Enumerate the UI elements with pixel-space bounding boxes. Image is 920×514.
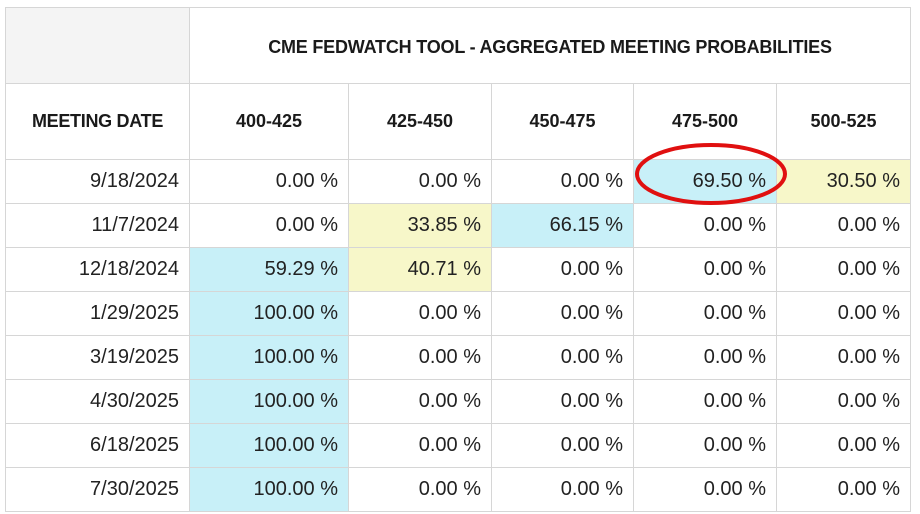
meeting-date-cell: 4/30/2025: [5, 379, 190, 424]
meeting-date-cell: 12/18/2024: [5, 247, 190, 292]
probability-cell: 0.00 %: [491, 335, 634, 380]
probability-table-container: CME FEDWATCH TOOL - AGGREGATED MEETING P…: [5, 7, 911, 512]
meeting-date-header: MEETING DATE: [5, 83, 190, 160]
probability-cell: 40.71 %: [348, 247, 492, 292]
table-row: 7/30/2025 100.00 % 0.00 % 0.00 % 0.00 % 0.00 …: [5, 467, 911, 512]
table-row: 3/19/2025 100.00 % 0.00 % 0.00 % 0.00 % 0.00 …: [5, 335, 911, 380]
probability-cell: 59.29 %: [189, 247, 349, 292]
probability-cell: 0.00 %: [348, 335, 492, 380]
probability-cell: 100.00 %: [189, 379, 349, 424]
corner-cell: [5, 7, 190, 84]
probability-cell: 0.00 %: [776, 379, 911, 424]
probability-cell: 0.00 %: [633, 379, 777, 424]
probability-cell: 0.00 %: [348, 379, 492, 424]
meeting-date-cell: 3/19/2025: [5, 335, 190, 380]
probability-cell: 100.00 %: [189, 467, 349, 512]
probability-cell: 0.00 %: [491, 159, 634, 204]
probability-cell: 0.00 %: [776, 247, 911, 292]
probability-cell: 0.00 %: [348, 159, 492, 204]
probability-cell: 0.00 %: [491, 291, 634, 336]
meeting-date-cell: 7/30/2025: [5, 467, 190, 512]
table-row: 6/18/2025 100.00 % 0.00 % 0.00 % 0.00 % 0.00 …: [5, 423, 911, 468]
column-header: 400-425: [189, 83, 349, 160]
probability-cell: 30.50 %: [776, 159, 911, 204]
column-header: 450-475: [491, 83, 634, 160]
probability-cell: 0.00 %: [776, 291, 911, 336]
meeting-date-cell: 9/18/2024: [5, 159, 190, 204]
probability-cell: 0.00 %: [633, 247, 777, 292]
probability-cell: 0.00 %: [491, 247, 634, 292]
probability-cell: 0.00 %: [633, 203, 777, 248]
probability-cell: 0.00 %: [633, 291, 777, 336]
column-header: 500-525: [776, 83, 911, 160]
probability-cell: 0.00 %: [491, 379, 634, 424]
probability-cell: 33.85 %: [348, 203, 492, 248]
probability-cell: 0.00 %: [491, 467, 634, 512]
column-header-row: MEETING DATE 400-425 425-450 450-475 475…: [5, 83, 911, 160]
table-body: 9/18/2024 0.00 % 0.00 % 0.00 % 69.50 % 30.50 …: [5, 159, 911, 512]
probability-cell: 66.15 %: [491, 203, 634, 248]
table-row: 11/7/2024 0.00 % 33.85 % 66.15 % 0.00 % 0.00 …: [5, 203, 911, 248]
meeting-date-cell: 6/18/2025: [5, 423, 190, 468]
table-row: 1/29/2025 100.00 % 0.00 % 0.00 % 0.00 % 0.00 …: [5, 291, 911, 336]
probability-cell: 100.00 %: [189, 335, 349, 380]
probability-cell: 100.00 %: [189, 423, 349, 468]
probability-cell: 0.00 %: [189, 203, 349, 248]
meeting-date-cell: 1/29/2025: [5, 291, 190, 336]
probability-cell: 0.00 %: [348, 423, 492, 468]
table-row: 4/30/2025 100.00 % 0.00 % 0.00 % 0.00 % 0.00 …: [5, 379, 911, 424]
column-header: 425-450: [348, 83, 492, 160]
probability-cell: 100.00 %: [189, 291, 349, 336]
probability-cell: 0.00 %: [633, 423, 777, 468]
probability-cell: 69.50 %: [633, 159, 777, 204]
probability-cell: 0.00 %: [776, 423, 911, 468]
table-row: 12/18/2024 59.29 % 40.71 % 0.00 % 0.00 % 0.00…: [5, 247, 911, 292]
meeting-date-cell: 11/7/2024: [5, 203, 190, 248]
probability-cell: 0.00 %: [776, 467, 911, 512]
probability-cell: 0.00 %: [189, 159, 349, 204]
table-title: CME FEDWATCH TOOL - AGGREGATED MEETING P…: [189, 7, 911, 84]
table-row: 9/18/2024 0.00 % 0.00 % 0.00 % 69.50 % 30.50 …: [5, 159, 911, 204]
probability-cell: 0.00 %: [776, 335, 911, 380]
probability-cell: 0.00 %: [633, 467, 777, 512]
probability-cell: 0.00 %: [633, 335, 777, 380]
probability-cell: 0.00 %: [348, 291, 492, 336]
probability-cell: 0.00 %: [348, 467, 492, 512]
probability-cell: 0.00 %: [491, 423, 634, 468]
fedwatch-probability-table: CME FEDWATCH TOOL - AGGREGATED MEETING P…: [5, 7, 911, 512]
probability-cell: 0.00 %: [776, 203, 911, 248]
column-header: 475-500: [633, 83, 777, 160]
